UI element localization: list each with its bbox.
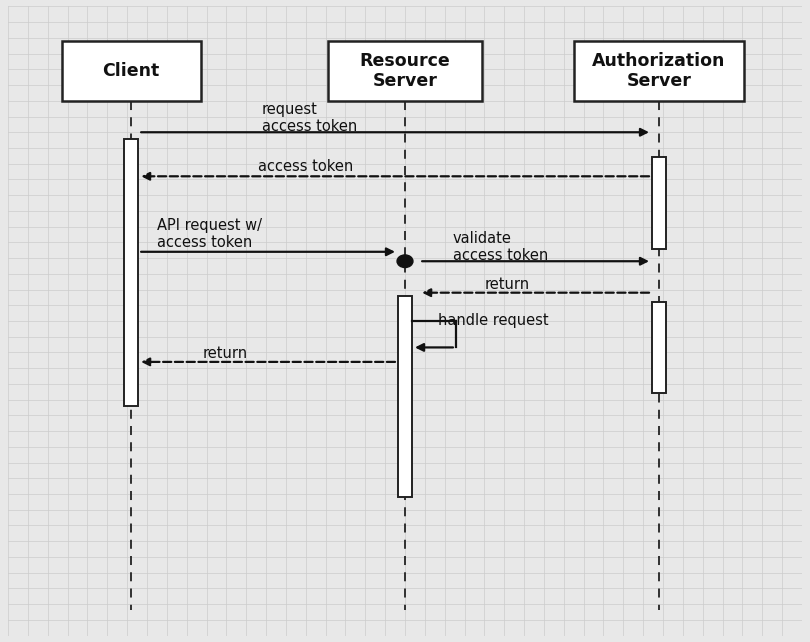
Text: return: return xyxy=(484,277,530,292)
Text: handle request: handle request xyxy=(438,313,549,329)
Bar xyxy=(652,157,666,248)
Bar xyxy=(398,296,412,497)
Bar xyxy=(573,41,744,101)
Circle shape xyxy=(397,255,413,268)
Text: validate
access token: validate access token xyxy=(453,230,548,263)
Bar xyxy=(327,41,483,101)
Text: Resource
Server: Resource Server xyxy=(360,51,450,91)
Text: Authorization
Server: Authorization Server xyxy=(592,51,726,91)
Text: Client: Client xyxy=(103,62,160,80)
Bar xyxy=(62,41,201,101)
Bar xyxy=(652,302,666,394)
Text: access token: access token xyxy=(258,159,353,175)
Text: request
access token: request access token xyxy=(262,101,357,134)
Bar xyxy=(124,139,139,406)
Text: return: return xyxy=(202,346,248,361)
Text: API request w/
access token: API request w/ access token xyxy=(157,218,262,250)
